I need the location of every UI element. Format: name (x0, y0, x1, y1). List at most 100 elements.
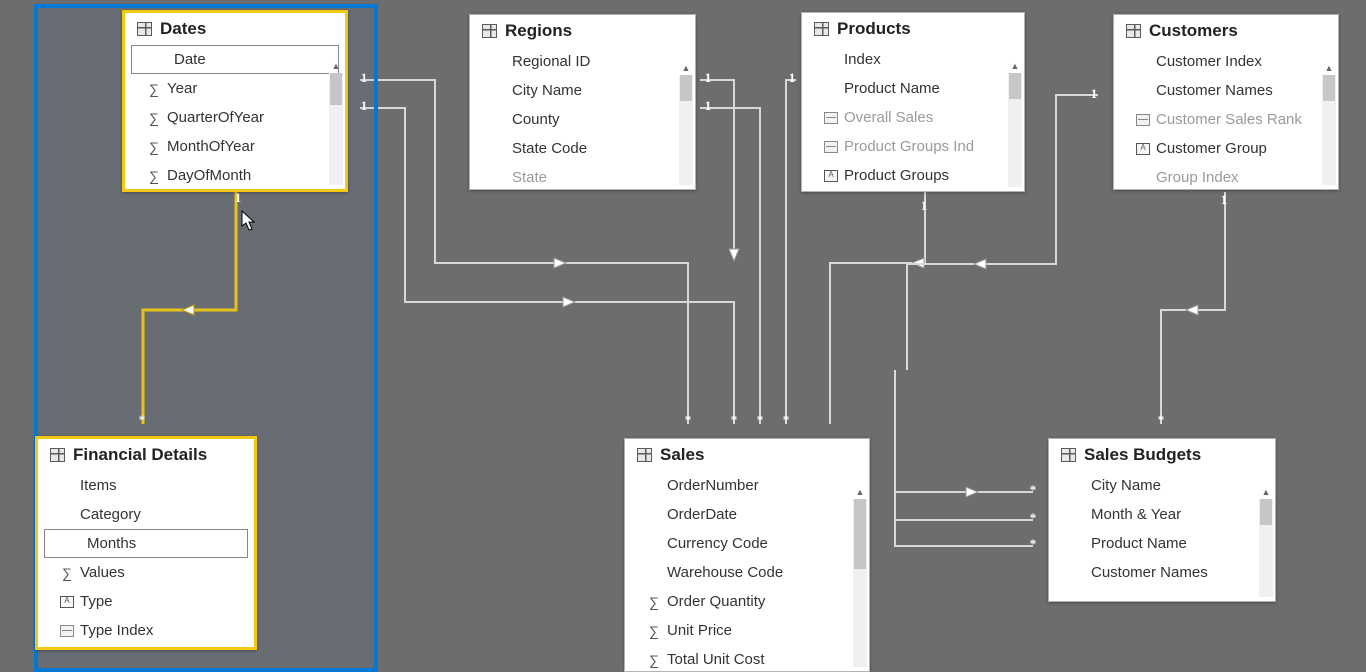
table-card-sales[interactable]: Sales OrderNumber OrderDate Currency Cod… (624, 438, 870, 672)
model-canvas[interactable]: 1*11111111******** Dates Date ∑ Year ∑ Q… (0, 0, 1366, 672)
scrollbar[interactable]: ▲ ▼ (1008, 73, 1022, 187)
field-row[interactable]: Customer Sales Rank (1114, 105, 1338, 134)
field-row[interactable]: Currency Code (625, 529, 869, 558)
scrollbar[interactable]: ▲ ▼ (1259, 499, 1273, 597)
field-label: Customer Names (1156, 82, 1273, 99)
table-icon (814, 22, 829, 36)
field-label: Currency Code (667, 535, 768, 552)
field-row[interactable]: Warehouse Code (625, 558, 869, 587)
field-label: Customer Index (1156, 53, 1262, 70)
field-label: Category (80, 506, 141, 523)
field-row[interactable]: City Name (470, 76, 695, 105)
field-list: Date ∑ Year ∑ QuarterOfYear ∑ MonthOfYea… (125, 45, 345, 189)
scrollbar[interactable]: ▲ ▼ (853, 499, 867, 667)
table-header[interactable]: Sales Budgets (1049, 439, 1275, 471)
svg-text:1: 1 (705, 98, 712, 113)
field-row[interactable]: State Code (470, 134, 695, 163)
svg-text:1: 1 (1221, 192, 1228, 207)
scroll-down-icon[interactable]: ▼ (329, 185, 343, 189)
field-row[interactable]: County (470, 105, 695, 134)
scroll-up-icon[interactable]: ▲ (329, 59, 343, 73)
field-row[interactable]: City Name (1049, 471, 1275, 500)
field-row[interactable]: Date (131, 45, 339, 74)
table-header[interactable]: Dates (125, 13, 345, 45)
field-row[interactable]: Type (38, 587, 254, 616)
field-row[interactable]: ∑ Unit Price (625, 616, 869, 645)
table-icon (50, 448, 65, 462)
table-title: Products (837, 19, 911, 39)
field-label: Items (80, 477, 117, 494)
table-header[interactable]: Financial Details (38, 439, 254, 471)
scroll-thumb[interactable] (1323, 75, 1335, 101)
svg-text:1: 1 (921, 198, 928, 213)
svg-text:*: * (1030, 510, 1037, 525)
field-label: City Name (1091, 477, 1161, 494)
scroll-down-icon[interactable]: ▼ (1322, 185, 1336, 189)
scrollbar[interactable]: ▲ ▼ (679, 75, 693, 185)
scroll-up-icon[interactable]: ▲ (679, 61, 693, 75)
field-row[interactable]: Regional ID (470, 47, 695, 76)
table-header[interactable]: Products (802, 13, 1024, 45)
field-label: Date (174, 51, 206, 68)
scroll-down-icon[interactable]: ▼ (853, 667, 867, 671)
svg-text:1: 1 (361, 98, 368, 113)
scroll-thumb[interactable] (680, 75, 692, 101)
field-row[interactable]: Customer Names (1049, 558, 1275, 587)
table-header[interactable]: Sales (625, 439, 869, 471)
scroll-down-icon[interactable]: ▼ (679, 185, 693, 189)
field-row[interactable]: Product Name (802, 74, 1024, 103)
scroll-up-icon[interactable]: ▲ (1322, 61, 1336, 75)
field-row[interactable]: Overall Sales (802, 103, 1024, 132)
scroll-thumb[interactable] (1260, 499, 1272, 525)
table-header[interactable]: Regions (470, 15, 695, 47)
field-row[interactable]: Customer Names (1114, 76, 1338, 105)
field-row[interactable]: Index (802, 45, 1024, 74)
scroll-thumb[interactable] (854, 499, 866, 569)
field-list: City Name Month & Year Product Name Cust… (1049, 471, 1275, 601)
scrollbar[interactable]: ▲ ▼ (1322, 75, 1336, 185)
table-card-products[interactable]: Products Index Product Name Overall Sale… (801, 12, 1025, 192)
field-row[interactable]: Customer Group (1114, 134, 1338, 163)
scroll-down-icon[interactable]: ▼ (1008, 187, 1022, 191)
field-row[interactable]: ∑ MonthOfYear (125, 132, 345, 161)
field-row[interactable]: ∑ QuarterOfYear (125, 103, 345, 132)
scrollbar[interactable]: ▲ ▼ (329, 73, 343, 185)
field-row[interactable]: Product Groups Ind (802, 132, 1024, 161)
table-card-customers[interactable]: Customers Customer Index Customer Names … (1113, 14, 1339, 190)
field-row[interactable]: ∑ Order Quantity (625, 587, 869, 616)
scroll-thumb[interactable] (1009, 73, 1021, 99)
field-label: OrderDate (667, 506, 737, 523)
scroll-thumb[interactable] (330, 73, 342, 105)
scroll-up-icon[interactable]: ▲ (1259, 485, 1273, 499)
field-row[interactable]: Product Name (1049, 529, 1275, 558)
field-row[interactable]: OrderNumber (625, 471, 869, 500)
table-header[interactable]: Customers (1114, 15, 1338, 47)
field-row[interactable]: Months (44, 529, 248, 558)
scroll-up-icon[interactable]: ▲ (853, 485, 867, 499)
field-row[interactable]: ∑ Total Unit Cost (625, 645, 869, 671)
svg-text:*: * (685, 412, 692, 427)
sigma-icon: ∑ (147, 81, 161, 97)
field-row[interactable]: ∑ DayOfMonth (125, 161, 345, 189)
field-row[interactable]: Category (38, 500, 254, 529)
field-row[interactable]: ∑ Values (38, 558, 254, 587)
svg-text:*: * (731, 412, 738, 427)
field-row[interactable]: OrderDate (625, 500, 869, 529)
table-card-regions[interactable]: Regions Regional ID City Name County Sta… (469, 14, 696, 190)
scroll-up-icon[interactable]: ▲ (1008, 59, 1022, 73)
calc-table-icon (1136, 114, 1150, 126)
field-row[interactable]: Group Index (1114, 163, 1338, 189)
field-row[interactable]: ∑ Year (125, 74, 345, 103)
field-row[interactable]: Type Index (38, 616, 254, 645)
svg-text:1: 1 (705, 70, 712, 85)
field-row[interactable]: State (470, 163, 695, 189)
table-card-budgets[interactable]: Sales Budgets City Name Month & Year Pro… (1048, 438, 1276, 602)
field-row[interactable]: Customer Index (1114, 47, 1338, 76)
table-card-dates[interactable]: Dates Date ∑ Year ∑ QuarterOfYear ∑ Mont… (122, 10, 348, 192)
field-row[interactable]: Items (38, 471, 254, 500)
field-row[interactable]: Product Groups (802, 161, 1024, 190)
scroll-down-icon[interactable]: ▼ (1259, 597, 1273, 601)
table-icon (1126, 24, 1141, 38)
field-row[interactable]: Month & Year (1049, 500, 1275, 529)
table-card-financial[interactable]: Financial Details Items Category Months … (35, 436, 257, 650)
